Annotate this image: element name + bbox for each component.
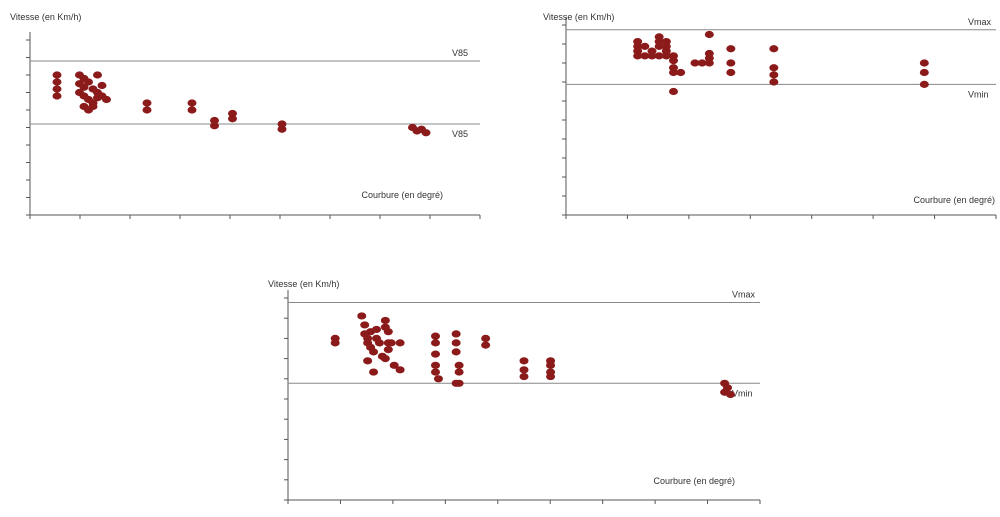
data-point [228, 109, 237, 118]
data-point [451, 348, 461, 356]
data-point [383, 328, 393, 336]
data-point [187, 99, 197, 107]
data-point [481, 341, 491, 349]
data-point [640, 42, 650, 50]
data-point [277, 120, 287, 128]
data-point [431, 350, 440, 358]
data-point [374, 339, 384, 347]
data-point [654, 52, 664, 60]
data-point [661, 52, 671, 60]
data-point [690, 59, 700, 67]
data-point [640, 52, 650, 60]
chart-3: Vmax Vmin Vitesse (en Km/h) Courbure (en de… [268, 279, 761, 504]
data-point [412, 127, 422, 135]
data-point [383, 346, 393, 354]
data-point [669, 57, 678, 65]
data-point [519, 372, 529, 381]
data-point [52, 85, 62, 93]
data-point [93, 71, 102, 79]
data-point [704, 30, 714, 39]
data-point [431, 368, 440, 376]
y-axis-label: Vitesse (en Km/h) [10, 12, 81, 22]
data-point [669, 68, 678, 77]
data-point [386, 339, 396, 347]
data-point [363, 357, 373, 365]
data-point [433, 375, 443, 383]
data-point [919, 59, 929, 67]
reference-line-label: Vmax [732, 289, 756, 299]
data-point [369, 348, 379, 356]
data-point [519, 366, 529, 374]
data-point [769, 78, 779, 86]
data-point [79, 83, 89, 91]
data-point [88, 102, 98, 111]
x-axis-label: Courbure (en degré) [653, 476, 735, 486]
data-point [389, 361, 399, 369]
data-point [277, 125, 287, 133]
data-point [919, 80, 929, 88]
chart-2: Vmax Vmin Vitesse (en Km/h) Courbure (en de… [543, 12, 997, 219]
data-point [654, 42, 664, 50]
data-point [451, 330, 461, 338]
data-point [380, 316, 390, 325]
data-point [769, 64, 779, 72]
data-point [102, 95, 111, 104]
data-point [546, 361, 556, 369]
data-point [519, 357, 529, 365]
reference-line-label: V85 [452, 129, 468, 139]
data-point [669, 87, 678, 96]
data-point [769, 71, 779, 79]
data-point [84, 78, 93, 86]
data-point [357, 312, 367, 320]
x-axis-label: Courbure (en degré) [913, 195, 995, 205]
y-axis-label: Vitesse (en Km/h) [268, 279, 339, 289]
data-point [431, 361, 440, 369]
reference-line-label: Vmin [732, 388, 753, 398]
data-point [431, 332, 440, 340]
data-point [454, 379, 464, 387]
data-point [210, 116, 219, 125]
data-point [546, 372, 556, 381]
data-point [395, 339, 405, 347]
chart-1: V85 V85 Vitesse (en Km/h) Courbure (en degr… [10, 12, 481, 219]
data-point [395, 366, 405, 374]
data-point [769, 45, 779, 53]
data-point [210, 122, 219, 130]
data-point [52, 78, 62, 86]
data-point [633, 52, 643, 60]
data-point [704, 59, 714, 67]
data-point [676, 68, 686, 77]
data-point [454, 368, 464, 376]
data-point [380, 355, 390, 363]
data-point [187, 106, 197, 114]
reference-line-label: V85 [452, 48, 468, 58]
data-point [142, 99, 152, 107]
data-point [369, 368, 379, 376]
y-axis-label: Vitesse (en Km/h) [543, 12, 614, 22]
data-point [726, 45, 736, 53]
data-point [228, 115, 237, 123]
data-point [454, 361, 464, 369]
data-point [726, 59, 736, 67]
data-point [330, 339, 340, 347]
data-point [451, 339, 461, 347]
data-point [726, 390, 735, 399]
reference-line-label: Vmin [968, 89, 989, 99]
data-point [421, 129, 431, 137]
data-point [97, 81, 107, 90]
data-point [360, 321, 370, 329]
data-point [372, 325, 381, 334]
data-point [697, 59, 707, 67]
data-point [726, 68, 736, 77]
x-axis-label: Courbure (en degré) [361, 190, 443, 200]
data-point [647, 52, 657, 60]
reference-line-label: Vmax [968, 17, 992, 27]
data-point [431, 339, 440, 347]
data-point [52, 92, 62, 100]
data-point [481, 334, 491, 342]
data-point [52, 71, 62, 79]
data-point [919, 68, 929, 77]
data-point [142, 106, 152, 114]
